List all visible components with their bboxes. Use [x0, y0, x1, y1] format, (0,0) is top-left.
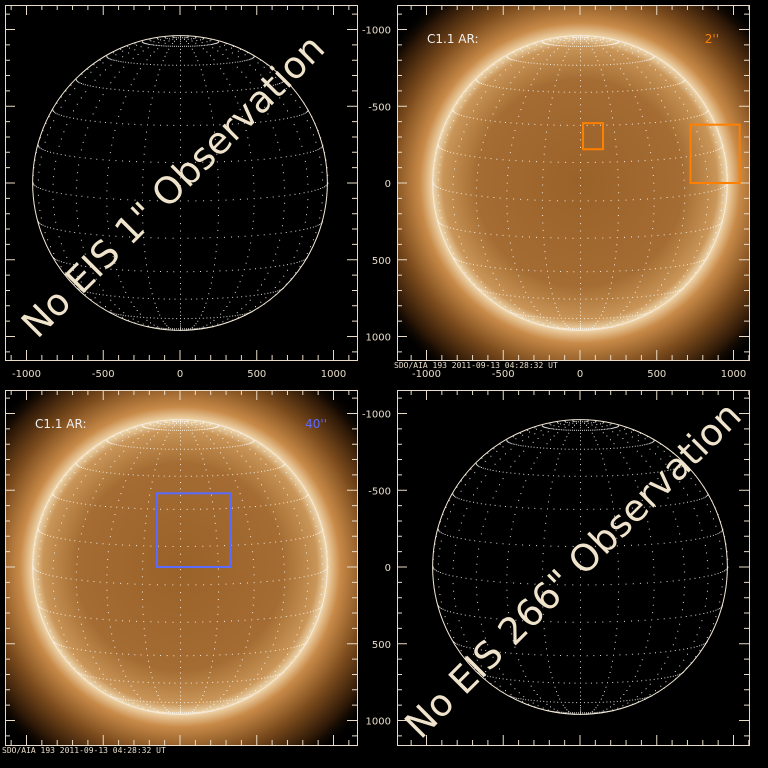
eis-fov-box [582, 122, 605, 151]
image-timestamp: SDO/AIA 193 2011-09-13 04:28:32 UT [394, 361, 558, 370]
y-tick-label: 0 [385, 179, 391, 190]
y-tick-label: 500 [372, 640, 391, 651]
panel-bl: C1.1 AR: 40'' SDO/AIA 193 2011-09-13 04:28… [2, 390, 358, 755]
solar-limb [432, 419, 728, 715]
sun-image [397, 5, 750, 360]
x-tick-label: 1000 [721, 369, 746, 380]
plot-frame [5, 390, 358, 746]
x-tick-label: 500 [647, 369, 666, 380]
ar-label: C1.1 AR: [427, 32, 479, 46]
eis-fov-box [155, 492, 232, 569]
panel-br: 1000 500 0 -500 -1000 No EIS 266" Observation [362, 390, 750, 747]
y-tick-label: 500 [372, 256, 391, 267]
panel-tr: -1000 -500 0 500 1000 1000 500 0 -500 -1000 C1.1 A… [362, 5, 750, 380]
x-tick-label: 500 [247, 369, 266, 380]
solar-limb [32, 35, 328, 331]
y-tick-label: 0 [385, 563, 391, 574]
y-tick-label: -1000 [362, 410, 391, 421]
x-tick-label: -500 [92, 369, 115, 380]
x-tick-label: -1000 [412, 369, 441, 380]
ar-size-label: 2'' [705, 32, 719, 46]
y-tick-label: 1000 [366, 717, 391, 728]
y-tick-label: -500 [368, 102, 391, 113]
panel-tl: -1000 -500 0 500 1000 No EIS 1" Observation [5, 5, 358, 380]
no-observation-message: No EIS 1" Observation [13, 26, 333, 346]
x-tick-label: 0 [177, 369, 183, 380]
axis-ticks [397, 5, 750, 360]
sun-image [5, 390, 357, 745]
ar-label: C1.1 AR: [35, 417, 87, 431]
solar-limb [32, 419, 328, 715]
y-tick-label: -1000 [362, 26, 391, 37]
y-tick-label: -500 [368, 486, 391, 497]
x-tick-label: 1000 [321, 369, 346, 380]
solar-disk [432, 35, 728, 331]
eis-fov-box [689, 123, 741, 184]
x-tick-label: -500 [492, 369, 515, 380]
x-tick-label: -1000 [12, 369, 41, 380]
plot-frame [397, 390, 750, 746]
axis-ticks [5, 5, 357, 360]
no-observation-message: No EIS 266" Observation [397, 394, 750, 747]
ar-size-label: 40'' [305, 417, 327, 431]
axis-ticks [397, 390, 750, 745]
x-tick-label: 0 [577, 369, 583, 380]
image-timestamp: SDO/AIA 193 2011-09-13 04:28:32 UT [2, 746, 166, 755]
y-tick-label: 1000 [366, 333, 391, 344]
axis-ticks [5, 390, 357, 745]
